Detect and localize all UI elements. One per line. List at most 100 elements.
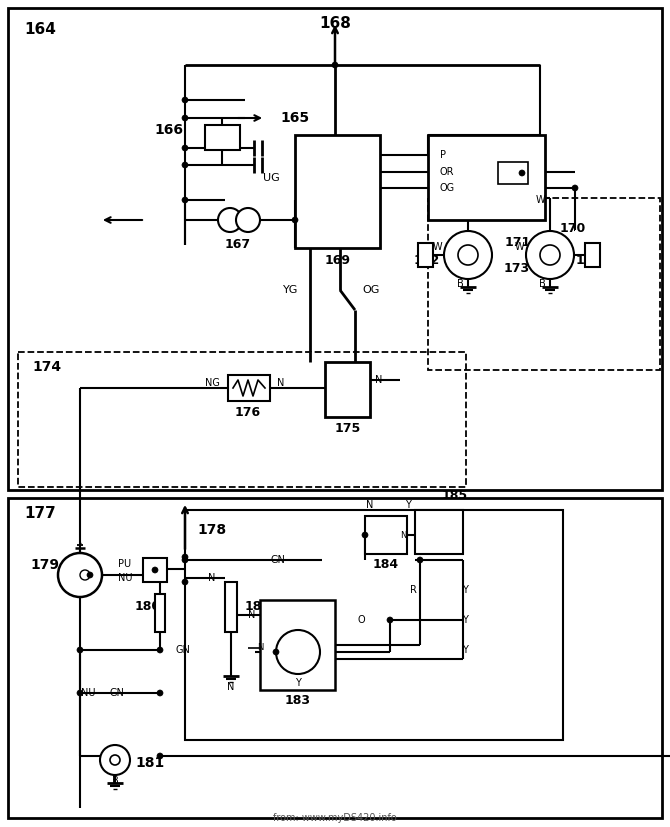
Circle shape — [87, 572, 93, 578]
Circle shape — [58, 553, 102, 597]
Bar — [418, 243, 433, 267]
Text: 178: 178 — [197, 523, 226, 537]
Text: 175: 175 — [335, 422, 361, 435]
Bar — [155, 594, 165, 632]
Text: PU: PU — [118, 559, 131, 569]
Circle shape — [157, 647, 163, 653]
Circle shape — [332, 62, 338, 68]
Circle shape — [77, 647, 83, 653]
Bar — [325, 362, 370, 417]
Circle shape — [182, 97, 188, 103]
Text: 168: 168 — [319, 16, 351, 31]
Bar — [18, 352, 466, 487]
Circle shape — [182, 162, 188, 168]
Text: OG: OG — [362, 285, 379, 295]
Bar — [365, 516, 407, 554]
Circle shape — [292, 217, 298, 223]
Bar — [185, 510, 563, 740]
Text: 171: 171 — [576, 254, 602, 266]
Text: N: N — [248, 610, 255, 620]
Circle shape — [519, 170, 525, 176]
Circle shape — [77, 690, 83, 696]
Circle shape — [236, 208, 260, 232]
Text: NG: NG — [205, 378, 220, 388]
Bar — [415, 510, 463, 554]
Text: GN: GN — [110, 688, 125, 698]
Text: B: B — [112, 776, 119, 786]
Text: 179: 179 — [30, 558, 59, 572]
Text: NU: NU — [118, 573, 133, 583]
Text: YG: YG — [283, 285, 298, 295]
Text: N: N — [208, 573, 215, 583]
Text: OR: OR — [440, 167, 454, 177]
Text: N: N — [400, 530, 407, 539]
Text: 171: 171 — [505, 236, 531, 248]
Text: Y: Y — [462, 585, 468, 595]
Bar — [228, 375, 270, 401]
Circle shape — [362, 532, 368, 538]
Circle shape — [417, 557, 423, 563]
Circle shape — [273, 649, 279, 655]
Text: OG: OG — [440, 183, 455, 193]
Text: 173: 173 — [504, 261, 530, 275]
Bar — [260, 600, 335, 690]
Text: 182: 182 — [245, 600, 271, 613]
Text: B: B — [539, 279, 546, 289]
Circle shape — [152, 567, 158, 573]
Circle shape — [157, 690, 163, 696]
Bar — [498, 162, 528, 184]
Circle shape — [182, 557, 188, 563]
Text: N: N — [227, 682, 234, 692]
Circle shape — [157, 753, 163, 759]
Text: 181: 181 — [135, 756, 164, 770]
Text: 177: 177 — [24, 506, 56, 521]
Text: 184: 184 — [373, 558, 399, 571]
Bar — [428, 135, 545, 220]
Text: 169: 169 — [325, 254, 351, 267]
Text: W: W — [515, 242, 524, 252]
Text: Y: Y — [462, 615, 468, 625]
Text: 165: 165 — [280, 111, 309, 125]
Circle shape — [572, 185, 578, 191]
Circle shape — [526, 231, 574, 279]
Circle shape — [182, 554, 188, 560]
Text: from: www.myDS420.info: from: www.myDS420.info — [273, 813, 397, 823]
Text: N: N — [258, 643, 264, 653]
Text: 170: 170 — [560, 222, 586, 235]
Text: R: R — [294, 647, 302, 657]
Text: NU: NU — [80, 688, 95, 698]
Text: 167: 167 — [225, 238, 251, 251]
Text: 183: 183 — [285, 694, 311, 707]
Text: 176: 176 — [235, 406, 261, 419]
Text: B: B — [457, 279, 464, 289]
Text: Y: Y — [295, 678, 301, 688]
Circle shape — [182, 145, 188, 151]
Text: 180: 180 — [135, 600, 161, 613]
Circle shape — [182, 579, 188, 585]
Text: 166: 166 — [154, 123, 183, 137]
Text: N: N — [375, 375, 383, 385]
Bar — [143, 558, 167, 582]
Text: GN: GN — [271, 555, 285, 565]
Bar — [428, 198, 660, 370]
Bar — [585, 243, 600, 267]
Circle shape — [100, 745, 130, 775]
Text: Y: Y — [405, 500, 411, 510]
Text: GN: GN — [175, 645, 190, 655]
Bar — [295, 135, 380, 248]
Circle shape — [444, 231, 492, 279]
Circle shape — [276, 630, 320, 674]
Text: 185: 185 — [442, 489, 468, 502]
Text: 172: 172 — [414, 254, 440, 266]
Circle shape — [218, 208, 242, 232]
Text: W: W — [432, 242, 442, 252]
Text: N: N — [277, 378, 284, 388]
Bar — [8, 8, 662, 490]
Text: P: P — [440, 150, 446, 160]
Text: UG: UG — [263, 173, 280, 183]
Circle shape — [387, 617, 393, 623]
Text: 164: 164 — [24, 22, 56, 37]
Text: Y: Y — [462, 645, 468, 655]
Circle shape — [182, 197, 188, 203]
Text: O: O — [358, 615, 366, 625]
